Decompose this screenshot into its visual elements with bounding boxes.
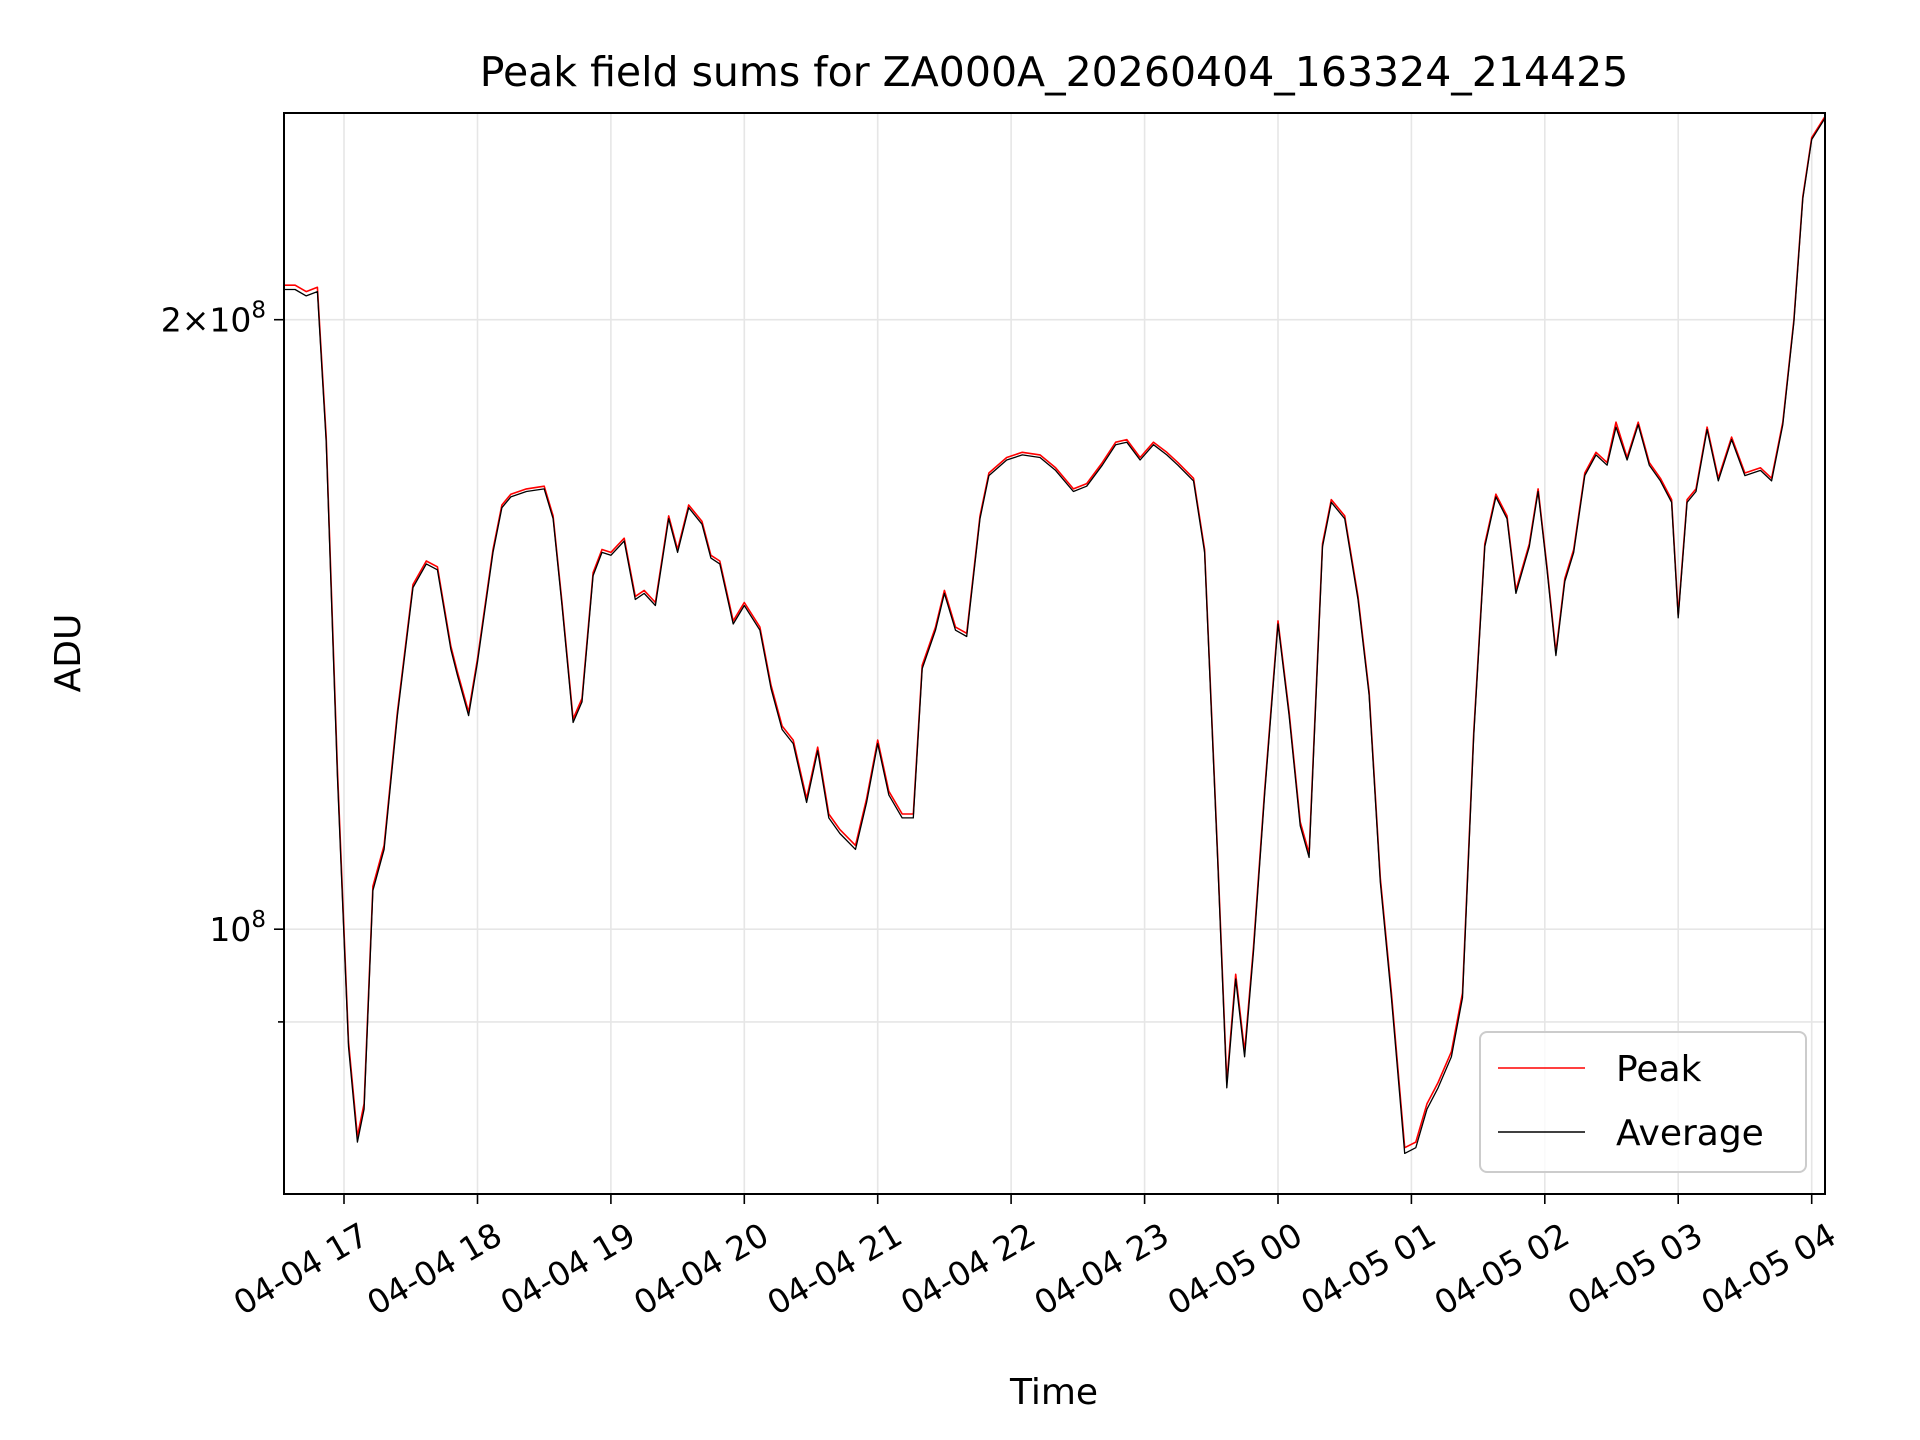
legend-label-average: Average (1616, 1113, 1764, 1154)
legend-box (1479, 1031, 1807, 1173)
y-axis-label: ADU (48, 614, 89, 693)
y-tick-label: 108 (209, 907, 266, 949)
series-lines (284, 116, 1826, 1155)
y-tick-label: 2×108 (161, 298, 266, 340)
grid (284, 113, 1825, 1194)
plot-frame (283, 112, 1826, 1195)
legend: Peak Average (1479, 1031, 1807, 1173)
x-axis-label: Time (1009, 1372, 1098, 1413)
chart-title: Peak field sums for ZA000A_20260404_1633… (480, 48, 1629, 96)
legend-label-peak: Peak (1616, 1049, 1702, 1090)
series-line-average (284, 117, 1826, 1155)
